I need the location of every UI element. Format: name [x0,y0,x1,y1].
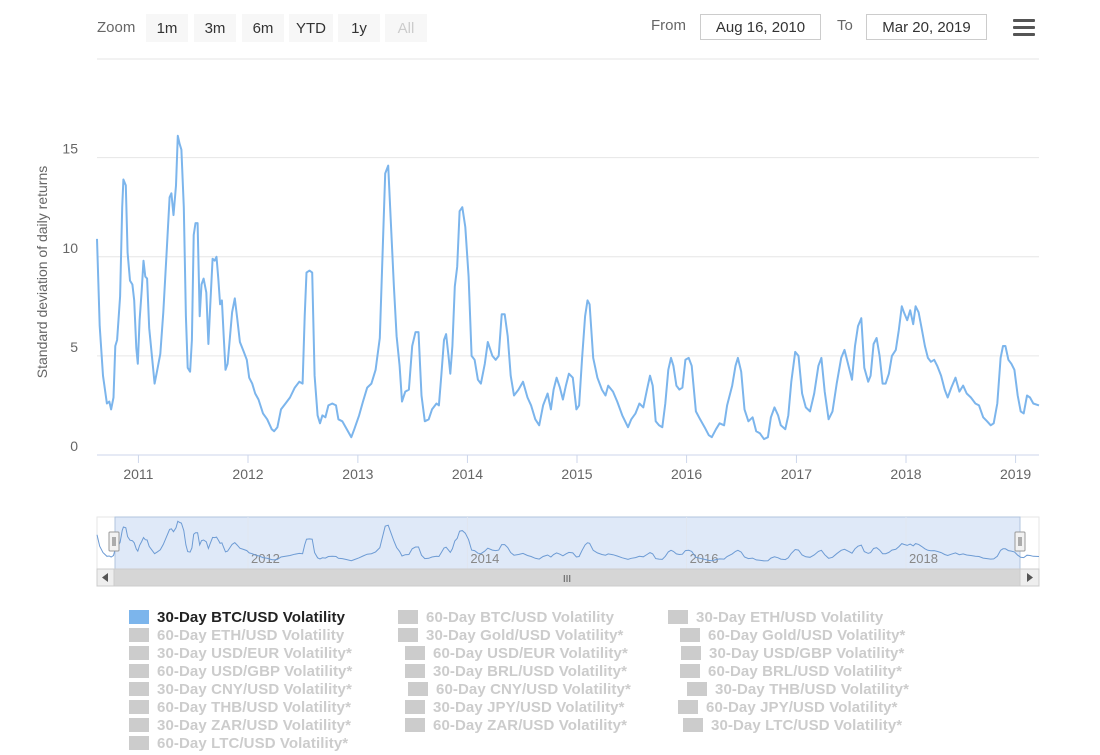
x-tick-label: 2017 [781,466,812,482]
legend-swatch [680,628,700,642]
legend-swatch [668,610,688,624]
legend-item-series-12[interactable]: 30-Day CNY/USD Volatility* [129,681,352,698]
legend-item-series-9[interactable]: 60-Day USD/GBP Volatility* [129,663,352,680]
scrollbar-grip: III [563,574,571,585]
y-tick-label: 0 [70,438,78,454]
navigator-tick-label: 2014 [470,551,499,566]
zoom-ytd-button[interactable]: YTD [289,14,333,42]
legend-item-series-10[interactable]: 30-Day BRL/USD Volatility* [405,663,627,680]
scrollbar[interactable]: III [96,568,1040,587]
legend-swatch [405,646,425,660]
chevron-right-icon [1027,573,1033,582]
legend-swatch [129,646,149,660]
legend-swatch [129,628,149,642]
grid-lines [97,157,1039,456]
legend-item-series-8[interactable]: 30-Day USD/GBP Volatility* [681,645,904,662]
navigator-right-handle[interactable] [1014,531,1026,552]
legend-swatch [129,736,149,750]
y-tick-label: 10 [62,240,78,256]
navigator-tick-label: 2018 [909,551,938,566]
legend-item-series-5[interactable]: 60-Day Gold/USD Volatility* [680,627,905,644]
legend-swatch [681,646,701,660]
hamburger-menu-icon[interactable] [1013,19,1035,37]
navigator-selection[interactable] [114,516,1021,570]
legend-swatch [678,700,698,714]
legend-item-series-1[interactable]: 60-Day BTC/USD Volatility [398,609,614,626]
to-label: To [837,17,853,34]
legend-swatch [129,682,149,696]
x-tick-label: 2014 [452,466,483,482]
y-tick-label: 5 [70,339,78,355]
legend-item-series-11[interactable]: 60-Day BRL/USD Volatility* [680,663,902,680]
zoom-6m-button[interactable]: 6m [242,14,284,42]
legend-swatch [408,682,428,696]
legend-item-series-0[interactable]: 30-Day BTC/USD Volatility [129,609,345,626]
zoom-label: Zoom [97,19,136,36]
x-tick-label: 2019 [1000,466,1031,482]
legend-swatch [405,718,425,732]
from-date-input[interactable]: Aug 16, 2010 [700,14,821,40]
legend-swatch [405,664,425,678]
legend-item-series-19[interactable]: 60-Day ZAR/USD Volatility* [405,717,627,734]
legend-item-series-6[interactable]: 30-Day USD/EUR Volatility* [129,645,352,662]
legend-item-series-7[interactable]: 60-Day USD/EUR Volatility* [405,645,628,662]
legend-item-series-17[interactable]: 60-Day JPY/USD Volatility* [678,699,898,716]
y-axis-ticks: 0 5 10 15 [62,141,78,454]
x-tick-label: 2013 [342,466,373,482]
x-axis-ticks: 2011 2012 2013 2014 2015 2016 2017 2018 2019 [123,455,1031,482]
navigator-line [96,520,1040,562]
legend-item-series-3[interactable]: 60-Day ETH/USD Volatility [129,627,344,644]
zoom-3m-button[interactable]: 3m [194,14,236,42]
legend-swatch [129,718,149,732]
x-tick-label: 2011 [123,466,153,482]
navigator-left-handle[interactable] [108,531,120,552]
legend-item-series-4[interactable]: 30-Day Gold/USD Volatility* [398,627,623,644]
legend-swatch [398,628,418,642]
legend-swatch [129,610,149,624]
legend-item-series-14[interactable]: 30-Day THB/USD Volatility* [687,681,909,698]
zoom-1y-button[interactable]: 1y [338,14,380,42]
x-tick-label: 2015 [561,466,592,482]
x-tick-label: 2016 [671,466,702,482]
legend-swatch [129,700,149,714]
legend-swatch [687,682,707,696]
zoom-all-button[interactable]: All [385,14,427,42]
legend-item-series-18[interactable]: 30-Day ZAR/USD Volatility* [129,717,351,734]
legend-swatch [683,718,703,732]
x-tick-label: 2012 [232,466,263,482]
to-date-input[interactable]: Mar 20, 2019 [866,14,987,40]
legend-item-series-16[interactable]: 30-Day JPY/USD Volatility* [405,699,625,716]
x-tick-label: 2018 [890,466,921,482]
navigator[interactable]: 2012 2014 2016 2018 [96,516,1040,570]
legend-swatch [405,700,425,714]
from-label: From [651,17,686,34]
legend-item-series-13[interactable]: 60-Day CNY/USD Volatility* [408,681,631,698]
legend-item-series-2[interactable]: 30-Day ETH/USD Volatility [668,609,883,626]
legend-item-series-20[interactable]: 30-Day LTC/USD Volatility* [683,717,902,734]
navigator-tick-label: 2016 [690,551,719,566]
chevron-left-icon [102,573,108,582]
zoom-1m-button[interactable]: 1m [146,14,188,42]
y-axis-label: Standard deviation of daily returns [34,166,50,378]
legend-swatch [680,664,700,678]
y-tick-label: 15 [62,141,78,157]
legend-swatch [129,664,149,678]
legend-item-series-21[interactable]: 60-Day LTC/USD Volatility* [129,735,348,752]
btc-volatility-line[interactable] [96,134,1040,441]
legend-swatch [398,610,418,624]
legend-item-series-15[interactable]: 60-Day THB/USD Volatility* [129,699,351,716]
navigator-ticks: 2012 2014 2016 2018 [247,517,938,569]
